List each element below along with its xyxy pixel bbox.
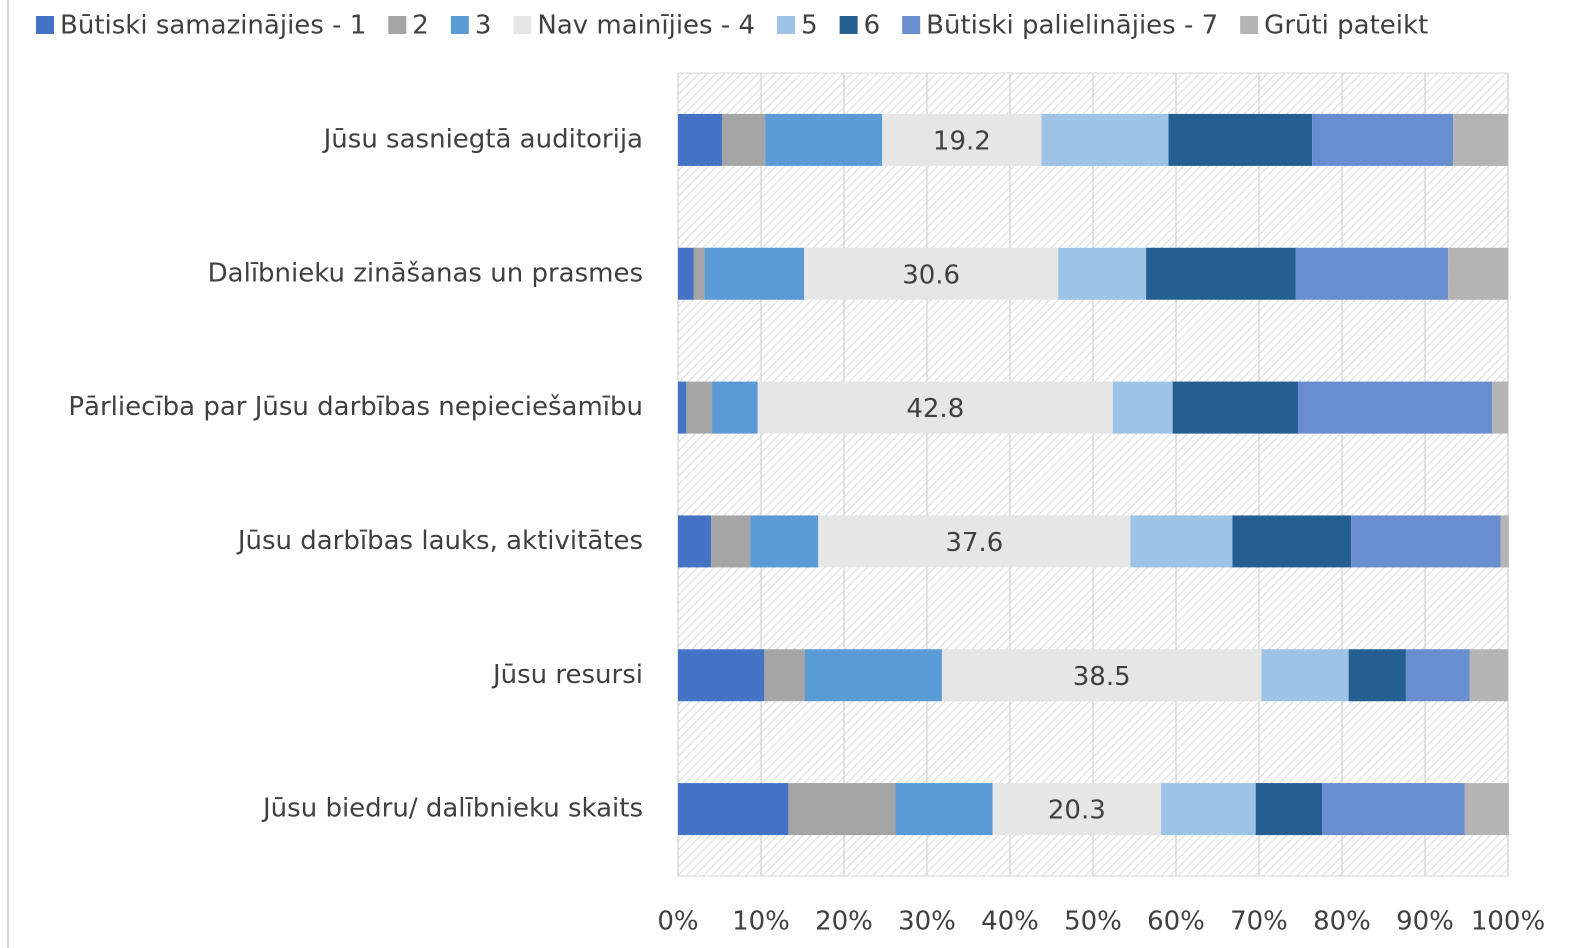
x-tick-label: 0% <box>657 907 698 937</box>
bar-segment <box>804 649 942 702</box>
data-label: 20.3 <box>1048 796 1106 826</box>
bar-segment <box>1492 381 1508 434</box>
category-label: Jūsu sasniegtā auditorija <box>322 124 643 154</box>
legend-swatch <box>777 16 796 34</box>
category-label: Jūsu darbības lauks, aktivitātes <box>236 526 643 556</box>
bar-segment <box>882 113 1042 166</box>
x-tick-label: 20% <box>815 907 873 937</box>
bar-segment <box>1168 113 1313 166</box>
bar-segment <box>764 649 805 702</box>
x-tick-label: 10% <box>732 907 790 937</box>
bar-segment <box>1041 113 1169 166</box>
bar-segment <box>1469 649 1508 702</box>
bar-segment <box>757 381 1113 434</box>
x-tick-label: 60% <box>1147 907 1205 937</box>
category-label: Jūsu biedru/ dalībnieku skaits <box>261 794 643 824</box>
bar-segment <box>1351 515 1501 568</box>
bar-segment <box>788 783 896 836</box>
data-label: 42.8 <box>906 394 964 424</box>
legend-swatch <box>450 16 469 34</box>
bar-segment <box>1322 783 1465 836</box>
legend-label: Būtiski samazinājies - 1 <box>60 11 366 41</box>
x-tick-label: 70% <box>1230 907 1288 937</box>
data-label: 30.6 <box>902 260 960 290</box>
bar-segment <box>1112 381 1173 434</box>
legend-label: Būtiski palielinājies - 7 <box>926 11 1218 41</box>
bar-segment <box>1405 649 1470 702</box>
bar-segment <box>1058 247 1147 300</box>
category-label: Jūsu resursi <box>491 660 643 690</box>
legend-label: Nav mainījies - 4 <box>537 11 755 41</box>
bar-segment <box>1448 247 1508 300</box>
legend-swatch <box>1240 16 1259 34</box>
x-tick-label: 40% <box>981 907 1039 937</box>
x-tick-label: 90% <box>1396 907 1454 937</box>
legend-swatch <box>513 16 532 34</box>
legend-label: 6 <box>864 11 881 41</box>
bar-segment <box>1172 381 1299 434</box>
x-tick-label: 80% <box>1313 907 1371 937</box>
bar-segment <box>678 649 765 702</box>
category-label: Dalībnieku zināšanas un prasmes <box>208 258 643 288</box>
bar-segment <box>1261 649 1349 702</box>
bar-segment <box>704 247 805 300</box>
bar-segment <box>678 247 694 300</box>
legend-swatch <box>902 16 921 34</box>
bar-segment <box>750 515 819 568</box>
bar-segment <box>804 247 1059 300</box>
legend-label: 5 <box>801 11 818 41</box>
bar-segment <box>721 113 766 166</box>
bar-segment <box>678 113 722 166</box>
bar-segment <box>1453 113 1508 166</box>
bar-segment <box>895 783 993 836</box>
bar-segment <box>678 515 712 568</box>
legend-swatch <box>388 16 407 34</box>
data-label: 38.5 <box>1073 662 1131 692</box>
bar-segment <box>678 783 789 836</box>
bar-segment <box>1464 783 1509 836</box>
bar-segment <box>1161 783 1256 836</box>
legend-label: 2 <box>412 11 429 41</box>
x-tick-label: 50% <box>1064 907 1122 937</box>
legend-swatch <box>839 16 858 34</box>
bar-segment <box>1232 515 1352 568</box>
category-label: Pārliecība par Jūsu darbības nepieciešam… <box>68 392 643 422</box>
bar-segment <box>992 783 1162 836</box>
bar-segment <box>712 381 758 434</box>
bar-segment <box>678 381 687 434</box>
bar-segment <box>1130 515 1233 568</box>
bar-segment <box>1295 247 1449 300</box>
data-label: 37.6 <box>945 528 1003 558</box>
x-tick-label: 30% <box>898 907 956 937</box>
bar-segment <box>1348 649 1406 702</box>
legend-label: 3 <box>475 11 492 41</box>
bar-segment <box>1298 381 1493 434</box>
legend-label: Grūti pateikt <box>1264 11 1428 41</box>
bar-segment <box>1500 515 1509 568</box>
bar-segment <box>818 515 1131 568</box>
bar-segment <box>765 113 883 166</box>
data-label: 19.2 <box>933 126 991 156</box>
bar-segment <box>1312 113 1454 166</box>
bar-segment <box>686 381 713 434</box>
x-tick-label: 100% <box>1471 907 1545 937</box>
legend-swatch <box>36 16 54 34</box>
bar-segment <box>941 649 1262 702</box>
bar-segment <box>693 247 705 300</box>
bar-segment <box>711 515 751 568</box>
bar-segment <box>1146 247 1296 300</box>
bar-segment <box>1255 783 1323 836</box>
